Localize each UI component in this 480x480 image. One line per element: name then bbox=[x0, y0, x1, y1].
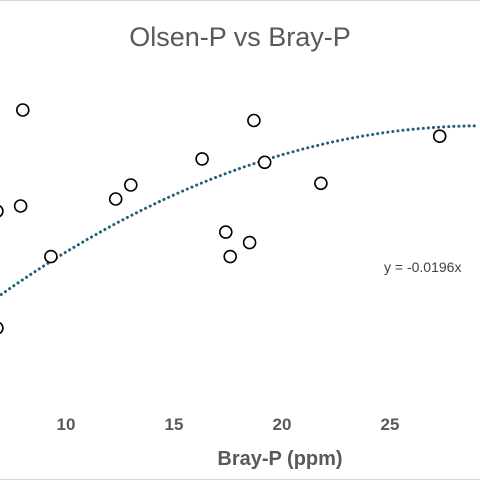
data-point-1 bbox=[0, 205, 4, 218]
data-point-15 bbox=[432, 129, 447, 143]
data-point-9 bbox=[219, 225, 233, 239]
data-point-11 bbox=[242, 235, 257, 250]
data-point-13 bbox=[257, 155, 272, 170]
data-points bbox=[0, 103, 447, 335]
trendline-layer bbox=[0, 124, 478, 296]
x-tick-25: 25 bbox=[381, 415, 400, 434]
data-point-7 bbox=[124, 178, 138, 192]
x-axis-label: Bray-P (ppm) bbox=[217, 448, 342, 470]
chart-title: Olsen-P vs Bray-P bbox=[129, 22, 351, 52]
data-point-6 bbox=[108, 192, 123, 206]
x-tick-20: 20 bbox=[273, 415, 292, 434]
trendline-equation: y = -0.0196x bbox=[384, 259, 461, 275]
x-tick-labels: 10 15 20 25 bbox=[57, 415, 400, 434]
data-point-8 bbox=[195, 152, 209, 166]
x-tick-10: 10 bbox=[57, 415, 76, 434]
data-point-5 bbox=[0, 322, 4, 335]
x-tick-15: 15 bbox=[165, 415, 184, 434]
data-point-10 bbox=[223, 249, 237, 264]
data-point-2 bbox=[13, 199, 28, 213]
data-point-4 bbox=[44, 249, 58, 264]
data-point-14 bbox=[314, 176, 328, 191]
data-point-12 bbox=[247, 113, 261, 128]
trendline bbox=[0, 124, 478, 296]
data-point-3 bbox=[15, 103, 30, 117]
